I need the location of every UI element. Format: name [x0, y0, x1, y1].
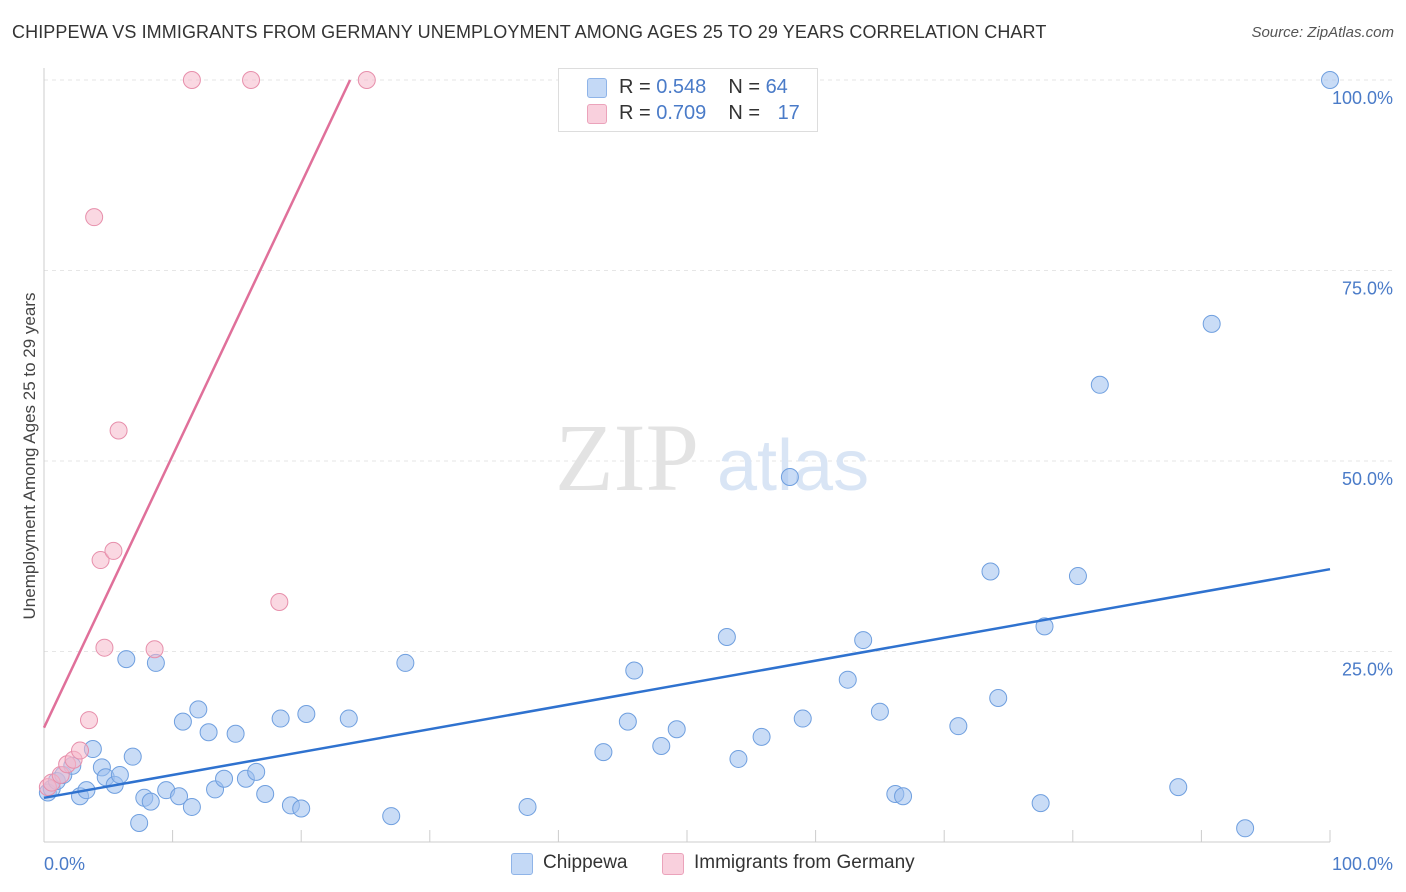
- germany-point: [85, 208, 104, 227]
- chippewa-point: [752, 727, 771, 746]
- germany-points: [38, 71, 376, 797]
- chippewa-point: [717, 628, 736, 647]
- chippewa-point: [1202, 314, 1221, 333]
- chippewa-point: [226, 724, 245, 743]
- stats-legend: R = 0.548 N = 64 R = 0.709 N = 17: [558, 68, 818, 132]
- chippewa-point: [949, 717, 968, 736]
- watermark-atlas: atlas: [717, 426, 869, 506]
- chippewa-point: [838, 670, 857, 689]
- chippewa-point: [989, 688, 1008, 707]
- series-swatch-germany: [662, 853, 684, 875]
- series-legend: Chippewa Immigrants from Germany: [0, 852, 1406, 878]
- chippewa-point: [1035, 617, 1054, 636]
- chippewa-point: [117, 650, 136, 669]
- y-tick-label: 75.0%: [1342, 279, 1393, 299]
- legend-swatch-chippewa: [587, 78, 607, 98]
- chippewa-point: [870, 702, 889, 721]
- legend-r-label: R =: [619, 102, 657, 124]
- chippewa-point: [1068, 567, 1087, 586]
- chippewa-point: [854, 631, 873, 650]
- germany-point: [182, 71, 201, 89]
- x-tick-label-min: 0.0%: [44, 854, 85, 874]
- y-axis-tick-labels: 100.0% 75.0% 50.0% 25.0%: [1332, 88, 1393, 680]
- chippewa-point: [141, 792, 160, 811]
- chippewa-point: [594, 743, 613, 762]
- legend-n-label: N =: [728, 102, 766, 124]
- chippewa-point: [130, 813, 149, 832]
- germany-point: [270, 592, 289, 611]
- y-axis-title: Unemployment Among Ages 25 to 29 years: [20, 293, 39, 620]
- chippewa-point: [981, 562, 1000, 581]
- chippewa-point: [182, 797, 201, 816]
- chippewa-point: [396, 653, 415, 672]
- chippewa-point: [793, 709, 812, 728]
- series-label-chippewa: Chippewa: [543, 852, 628, 873]
- y-tick-label: 25.0%: [1342, 660, 1393, 680]
- y-tick-label: 50.0%: [1342, 469, 1393, 489]
- legend-swatch-germany: [587, 104, 607, 124]
- chippewa-point: [297, 704, 316, 723]
- x-tick-label-max: 100.0%: [1332, 854, 1393, 874]
- chippewa-point: [170, 787, 189, 806]
- chippewa-point: [189, 700, 208, 719]
- chippewa-point: [110, 765, 129, 784]
- germany-point: [242, 71, 261, 89]
- chippewa-point: [173, 712, 192, 731]
- chart-title: CHIPPEWA VS IMMIGRANTS FROM GERMANY UNEM…: [12, 22, 1047, 42]
- legend-n-value: 17: [777, 102, 800, 124]
- watermark: ZIP atlas: [555, 404, 869, 511]
- legend-n-label: N =: [728, 76, 766, 98]
- germany-point: [109, 421, 128, 440]
- chippewa-point: [652, 736, 671, 755]
- chippewa-point: [625, 661, 644, 680]
- germany-point: [357, 71, 376, 89]
- chippewa-point: [215, 769, 234, 788]
- source-credit: Source: ZipAtlas.com: [1251, 24, 1394, 41]
- chippewa-point: [199, 723, 218, 742]
- watermark-zip: ZIP: [555, 404, 699, 511]
- chippewa-point: [667, 720, 686, 739]
- germany-trend-line: [42, 79, 352, 729]
- germany-point: [91, 551, 110, 570]
- x-axis-ticks: [43, 830, 1331, 842]
- chippewa-point: [123, 747, 142, 766]
- legend-n-value: 64: [765, 76, 788, 98]
- chippewa-point: [780, 468, 799, 487]
- chippewa-point: [1236, 819, 1255, 838]
- germany-point: [145, 640, 164, 659]
- gridlines: [44, 79, 1393, 652]
- trend-lines: [42, 79, 1331, 800]
- chippewa-point: [247, 762, 266, 781]
- germany-point: [104, 541, 123, 560]
- chippewa-point: [1090, 375, 1109, 394]
- chippewa-point: [1031, 794, 1050, 813]
- chippewa-point: [729, 749, 748, 768]
- series-swatch-chippewa: [511, 853, 533, 875]
- chippewa-point: [518, 797, 537, 816]
- y-tick-label: 100.0%: [1332, 88, 1393, 108]
- chippewa-point: [339, 709, 358, 728]
- chippewa-point: [1169, 778, 1188, 797]
- chippewa-point: [271, 709, 290, 728]
- legend-r-value: 0.709: [656, 102, 707, 124]
- chippewa-point: [292, 799, 311, 818]
- chippewa-point: [382, 807, 401, 826]
- legend-r-label: R =: [619, 76, 657, 98]
- chippewa-point: [618, 712, 637, 731]
- germany-point: [71, 741, 90, 760]
- chippewa-point: [256, 784, 275, 803]
- series-label-germany: Immigrants from Germany: [694, 852, 915, 873]
- chippewa-point: [894, 787, 913, 806]
- chippewa-trend-line: [43, 567, 1331, 800]
- germany-point: [80, 711, 99, 730]
- chippewa-point: [1321, 71, 1339, 89]
- legend-r-value: 0.548: [656, 76, 707, 98]
- germany-point: [95, 638, 114, 657]
